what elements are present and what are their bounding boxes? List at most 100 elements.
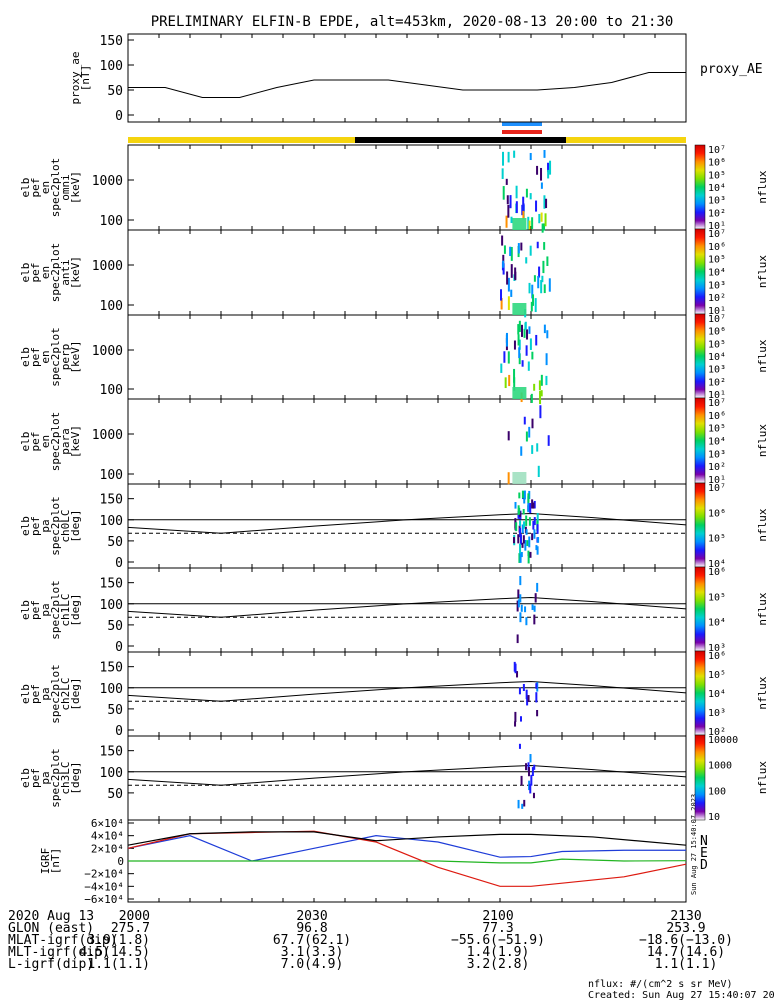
- y-tick-label: 100: [100, 766, 123, 781]
- pitch-angle-cell: [536, 582, 539, 592]
- pitch-angle-cell: [517, 589, 520, 598]
- y-label-line: [keV]: [69, 340, 82, 373]
- y-label-line: spec2plot: [49, 496, 62, 556]
- y-label-line: pa: [39, 687, 52, 700]
- colorbar-tick-label: 10²: [708, 208, 726, 219]
- plot-title: PRELIMINARY ELFIN-B EPDE, alt=453km, 202…: [151, 14, 674, 30]
- pitch-angle-cell: [520, 775, 523, 786]
- colorbar: [694, 482, 706, 568]
- spectrogram-cell: [501, 235, 504, 246]
- pitch-angle-cell: [519, 520, 522, 527]
- pitch-angle-cell: [514, 711, 517, 722]
- y-label-line: elb: [19, 347, 32, 367]
- y-tick-label: 0: [117, 855, 124, 868]
- y-tick-label: 2×10⁴: [91, 842, 124, 855]
- pitch-angle-cell: [529, 754, 532, 763]
- y-label-line: perp: [59, 344, 72, 371]
- pitch-angle-cell: [513, 661, 516, 672]
- y-label-line: [nT]: [49, 848, 62, 875]
- pitch-angle-cell: [533, 529, 536, 539]
- spectrogram-cell: [513, 368, 516, 383]
- pitch-angle-cell: [518, 743, 521, 749]
- colorbar-tick-label: 10³: [708, 449, 726, 460]
- spectrogram-cell: [510, 289, 513, 297]
- spectrogram-low-energy-band: [512, 303, 527, 315]
- spectrogram-cell: [522, 203, 525, 212]
- colorbar-label: nflux: [756, 170, 769, 203]
- y-label-line: [keV]: [69, 171, 82, 204]
- pitch-angle-cell: [524, 539, 527, 551]
- footer-value: 4.5(14.5): [80, 945, 150, 960]
- spectrogram-cell: [543, 324, 546, 334]
- pitch-angle-cell: [525, 617, 528, 626]
- y-label-line: spec2plot: [49, 243, 62, 303]
- spectrogram-cell: [549, 160, 552, 175]
- igrf-legend-n: N: [700, 834, 708, 849]
- igrf-legend-d: D: [700, 858, 708, 873]
- spectrogram-cell: [540, 182, 543, 189]
- pitch-angle-cell: [527, 493, 530, 503]
- pitch-angle-cell: [525, 515, 528, 526]
- y-label-line: pef: [29, 347, 42, 367]
- colorbar-label: nflux: [756, 676, 769, 709]
- panel-frame: [127, 229, 687, 316]
- pitch-angle-cell: [523, 799, 526, 807]
- spectrogram-cell: [528, 326, 531, 334]
- pitch-angle-cell: [533, 517, 536, 526]
- colorbar-label: nflux: [756, 255, 769, 288]
- spectrogram-cell: [538, 380, 541, 391]
- pitch-angle-cell: [534, 593, 537, 603]
- spectrogram-cell: [539, 405, 542, 419]
- spectrogram-cell: [547, 169, 550, 179]
- footer-created: Created: Sun Aug 27 15:40:07 2023: [588, 990, 775, 1000]
- spectrogram-cell: [529, 338, 532, 350]
- colorbar-tick-label: 10⁷: [708, 145, 726, 156]
- spectrogram-cell: [534, 298, 537, 313]
- pitch-angle-cell: [532, 792, 535, 799]
- colorbar-tick-label: 10²: [708, 293, 726, 304]
- spectrogram-cell: [540, 280, 543, 294]
- spectrogram-cell: [507, 472, 510, 485]
- spectrogram-cell: [515, 201, 518, 214]
- spectrogram-cell: [510, 216, 513, 224]
- pitch-angle-cell: [526, 696, 529, 706]
- colorbar-tick-label: 10²: [708, 462, 726, 473]
- colorbar-label: nflux: [756, 761, 769, 794]
- spectrogram-cell: [510, 264, 513, 278]
- spectrogram-cell: [505, 215, 508, 228]
- spectrogram-cell: [507, 204, 510, 218]
- spectrogram-low-energy-band: [512, 387, 527, 399]
- spectrogram-cell: [523, 416, 526, 425]
- y-axis-label: proxy_ae[nT]: [69, 52, 92, 105]
- spectrogram-cell: [507, 296, 510, 310]
- colorbar-tick-label: 10¹: [708, 306, 726, 317]
- pitch-angle-cell: [536, 709, 539, 717]
- pitch-angle-cell: [518, 492, 521, 499]
- spectrogram-cell: [548, 278, 551, 292]
- colorbar-label-text: nflux: [756, 255, 769, 288]
- pitch-angle-cell: [521, 524, 524, 534]
- pitch-angle-cell: [535, 683, 538, 689]
- spectrogram-cell: [541, 275, 544, 283]
- colorbar-label: nflux: [756, 508, 769, 541]
- y-label-line: pa: [39, 603, 52, 616]
- pitch-angle-cell: [524, 606, 527, 613]
- y-label-line: IGRF: [39, 848, 52, 875]
- pitch-angle-cell: [531, 604, 534, 610]
- colorbar-tick-label: 10⁶: [708, 567, 726, 578]
- igrf-legend-e: E: [700, 846, 708, 861]
- pitch-angle-cell: [527, 552, 530, 564]
- spectrogram-cell: [531, 445, 534, 454]
- colorbar-tick-label: 10000: [708, 735, 738, 746]
- pitch-angle-cell: [512, 537, 515, 544]
- y-tick-label: 1000: [92, 174, 123, 189]
- colorbar-tick-label: 10⁴: [708, 559, 726, 570]
- stamp-text: Sun Aug 27 15:40:07 2023: [690, 794, 698, 895]
- colorbar: [694, 144, 706, 230]
- pitch-angle-cell: [521, 803, 524, 809]
- spectrogram-cell: [545, 353, 548, 366]
- timestamp-stamp: Sun Aug 27 15:40:07 2023: [690, 794, 698, 895]
- sunlit-bar-left: [128, 137, 356, 143]
